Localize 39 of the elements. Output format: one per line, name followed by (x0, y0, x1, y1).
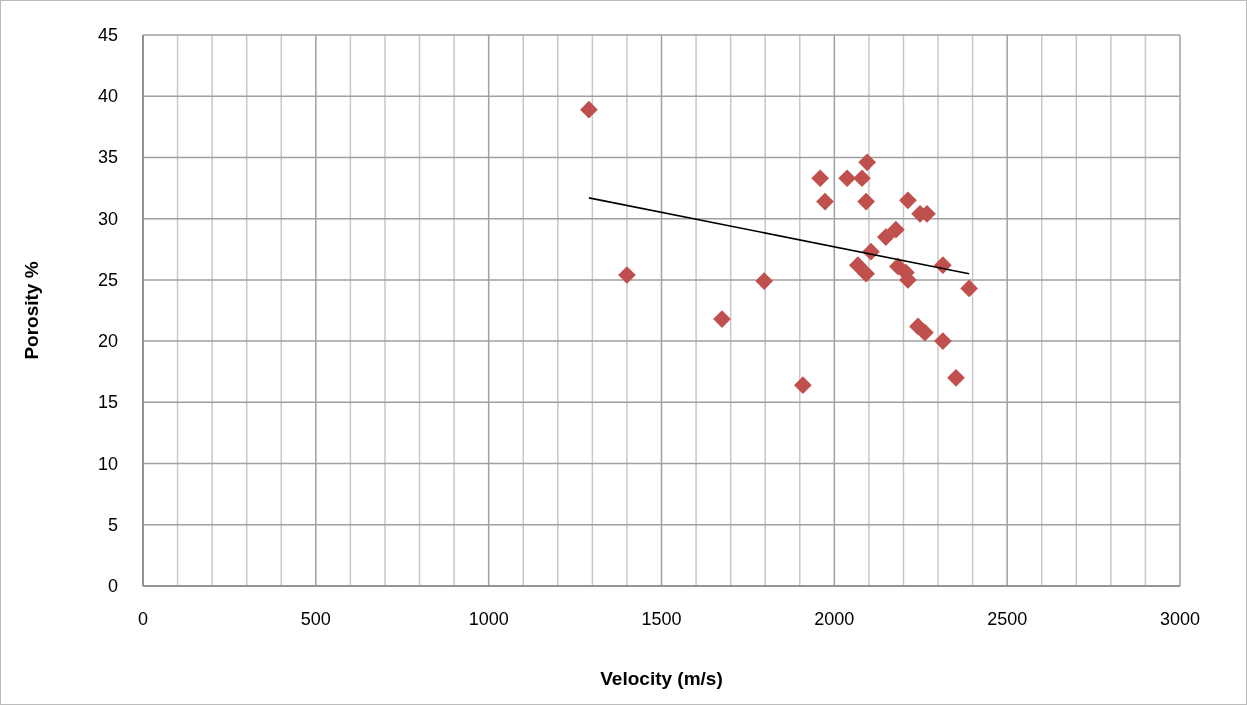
point (947, 368, 965, 387)
point (853, 169, 871, 188)
x-tick-label: 0 (137, 609, 149, 629)
point (916, 323, 934, 342)
y-tick-label: 40 (97, 86, 118, 107)
point (816, 192, 834, 211)
y-tick-label: 10 (97, 453, 118, 474)
x-tick-label: 1500 (641, 609, 682, 629)
point (857, 264, 875, 283)
y-tick-label: 15 (97, 392, 118, 413)
x-tick-label: 3000 (1159, 609, 1201, 629)
point (887, 220, 905, 239)
y-tick-label: 20 (97, 331, 118, 352)
x-tick-label: 2000 (814, 609, 855, 629)
x-tick-label: 2500 (987, 609, 1028, 629)
point (934, 332, 952, 350)
point (876, 228, 895, 246)
point (848, 256, 867, 275)
point (755, 272, 774, 290)
point (713, 310, 731, 328)
point (899, 191, 917, 210)
point (811, 169, 830, 188)
y-tick-label: 0 (107, 576, 118, 596)
y-tick-label: 35 (97, 147, 118, 168)
y-tick-label: 30 (97, 208, 118, 229)
y-tick-label: 45 (97, 25, 118, 45)
point (794, 376, 812, 395)
y-tick-label: 5 (107, 514, 118, 535)
x-tick-label: 500 (300, 609, 331, 629)
x-tick-label: 1000 (468, 609, 509, 629)
point (960, 279, 978, 298)
point (838, 169, 856, 188)
point (580, 100, 598, 119)
y-tick-label: 25 (97, 269, 118, 290)
point (858, 153, 877, 172)
x-axis-title: Velocity (m/s) (600, 668, 723, 689)
point (857, 192, 875, 211)
y-axis-title: Porosity % (21, 261, 42, 360)
point (618, 266, 636, 284)
